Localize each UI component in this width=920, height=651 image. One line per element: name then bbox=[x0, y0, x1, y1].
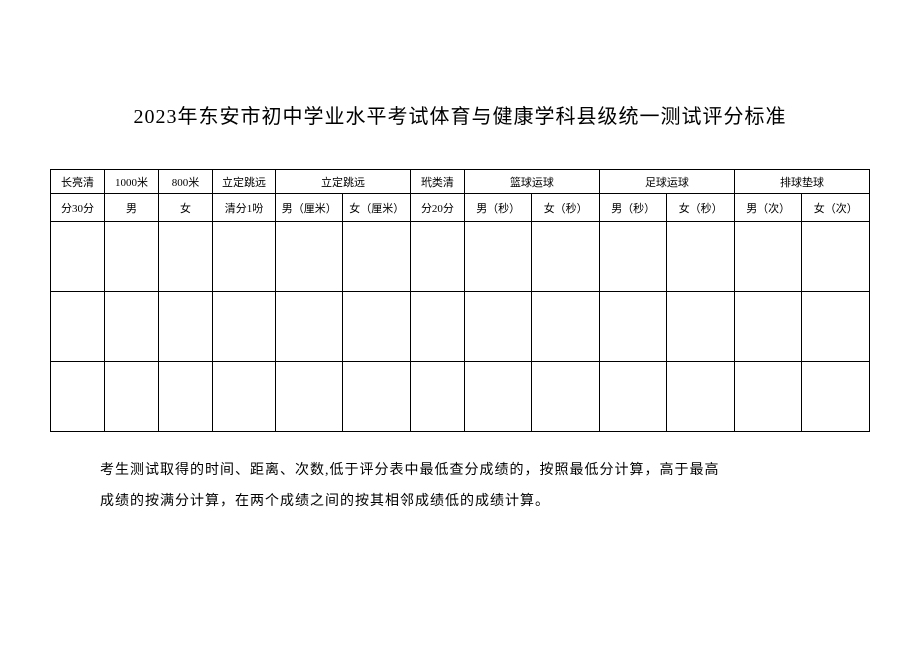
header-col4: 立定跳远 bbox=[275, 170, 410, 194]
header-col4-sub-b: 女（厘米） bbox=[343, 194, 411, 222]
footer-note: 考生测试取得的时间、距离、次数,低于评分表中最低查分成绩的，按照最低分计算，高于… bbox=[50, 456, 870, 518]
header-col2-sub-a: 男 bbox=[104, 194, 158, 222]
header-col5-top: 玳类清 bbox=[410, 170, 464, 194]
table-row bbox=[51, 222, 870, 292]
header-col7-sub-b: 女（秒） bbox=[667, 194, 735, 222]
header-col6: 篮球运球 bbox=[464, 170, 599, 194]
header-col1-bot: 分30分 bbox=[51, 194, 105, 222]
header-col7: 足球运球 bbox=[599, 170, 734, 194]
header-col4-sub-a: 男（厘米） bbox=[275, 194, 343, 222]
table-row bbox=[51, 292, 870, 362]
footer-line1: 考生测试取得的时间、距离、次数,低于评分表中最低查分成绩的，按照最低分计算，高于… bbox=[100, 456, 840, 487]
header-col5-bot: 分20分 bbox=[410, 194, 464, 222]
scoring-table: 长亮清 1000米 800米 立定跳远 立定跳远 玳类清 篮球运球 足球运球 排… bbox=[50, 169, 870, 432]
page-title: 2023年东安市初中学业水平考试体育与健康学科县级统一测试评分标准 bbox=[50, 100, 870, 129]
header-col2-sub-b: 女 bbox=[158, 194, 212, 222]
header-col8: 排球垫球 bbox=[734, 170, 869, 194]
header-col6-sub-a: 男（秒） bbox=[464, 194, 532, 222]
header-col8-sub-a: 男（次） bbox=[734, 194, 802, 222]
header-col6-sub-b: 女（秒） bbox=[532, 194, 600, 222]
table-row bbox=[51, 362, 870, 432]
header-col1-top: 长亮清 bbox=[51, 170, 105, 194]
header-col2a: 1000米 bbox=[104, 170, 158, 194]
header-col2b: 800米 bbox=[158, 170, 212, 194]
header-col3-bot: 清分1吩 bbox=[212, 194, 275, 222]
footer-line2: 成绩的按满分计算，在两个成绩之间的按其相邻成绩低的成绩计算。 bbox=[100, 487, 840, 518]
header-col7-sub-a: 男（秒） bbox=[599, 194, 667, 222]
header-col8-sub-b: 女（次） bbox=[802, 194, 870, 222]
header-col3-top: 立定跳远 bbox=[212, 170, 275, 194]
